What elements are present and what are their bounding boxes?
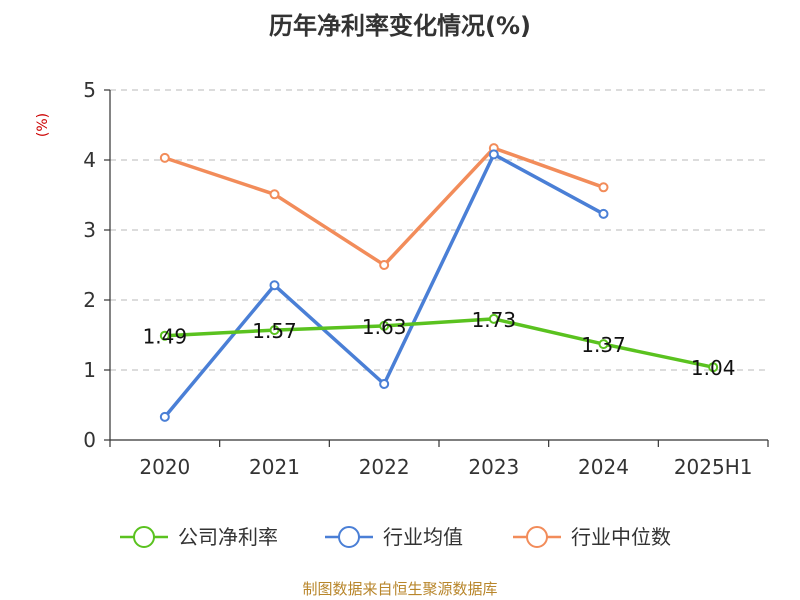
- legend-marker: [133, 526, 155, 548]
- data-point: [159, 152, 170, 163]
- x-axis-ticks: 2020 2021 2022 2023 2024 2025H1: [139, 455, 752, 479]
- x-tick-label: 2025H1: [674, 455, 753, 479]
- series: [159, 143, 719, 422]
- legend-item[interactable]: 行业均值: [325, 525, 463, 549]
- legend-marker: [338, 526, 360, 548]
- y-tick-label: 4: [83, 148, 96, 172]
- data-label: 1.04: [691, 356, 736, 380]
- series-line: [163, 317, 715, 369]
- series-line: [163, 152, 606, 419]
- data-label: 1.57: [252, 319, 297, 343]
- data-point: [379, 260, 390, 270]
- series-line: [163, 146, 606, 267]
- y-axis-ticks: 0 1 2 3 4 5: [83, 78, 96, 452]
- data-point: [269, 280, 280, 291]
- data-point: [159, 330, 170, 341]
- legend-label: 行业中位数: [571, 525, 671, 549]
- x-tick-label: 2024: [578, 455, 629, 479]
- data-point: [379, 379, 390, 389]
- data-point: [159, 411, 170, 422]
- y-tick-label: 3: [83, 218, 96, 242]
- data-point: [708, 362, 719, 373]
- source-note: 制图数据来自恒生聚源数据库: [302, 580, 497, 598]
- data-point: [598, 182, 609, 193]
- data-point: [269, 189, 280, 200]
- data-label: 1.37: [581, 333, 626, 357]
- x-tick-label: 2023: [468, 455, 519, 479]
- y-tick-label: 2: [83, 288, 96, 312]
- x-tick-label: 2021: [249, 455, 300, 479]
- x-tick-label: 2022: [359, 455, 410, 479]
- data-point: [598, 208, 609, 219]
- grid: [110, 89, 768, 371]
- data-labels: 1.49 1.57 1.63 1.73 1.37 1.04: [143, 308, 736, 380]
- data-label: 1.73: [472, 308, 517, 332]
- y-tick-label: 1: [83, 358, 96, 382]
- data-point: [598, 339, 609, 350]
- x-tick-label: 2020: [139, 455, 190, 479]
- data-point: [488, 313, 499, 324]
- y-axis-unit: (%): [35, 113, 51, 137]
- data-label: 1.63: [362, 315, 407, 339]
- axes: [104, 89, 769, 447]
- legend-item[interactable]: 公司净利率: [120, 525, 278, 549]
- legend[interactable]: 公司净利率 行业均值 行业中位数: [120, 525, 671, 549]
- y-tick-label: 5: [83, 78, 96, 102]
- chart-title: 历年净利率变化情况(%): [269, 12, 531, 40]
- data-point: [269, 325, 280, 336]
- legend-label: 公司净利率: [178, 525, 278, 549]
- y-tick-label: 0: [83, 428, 96, 452]
- data-point: [379, 320, 390, 331]
- legend-item[interactable]: 行业中位数: [513, 525, 671, 549]
- legend-label: 行业均值: [383, 525, 463, 549]
- data-label: 1.49: [143, 325, 188, 349]
- data-point: [488, 149, 499, 160]
- legend-marker: [526, 526, 548, 548]
